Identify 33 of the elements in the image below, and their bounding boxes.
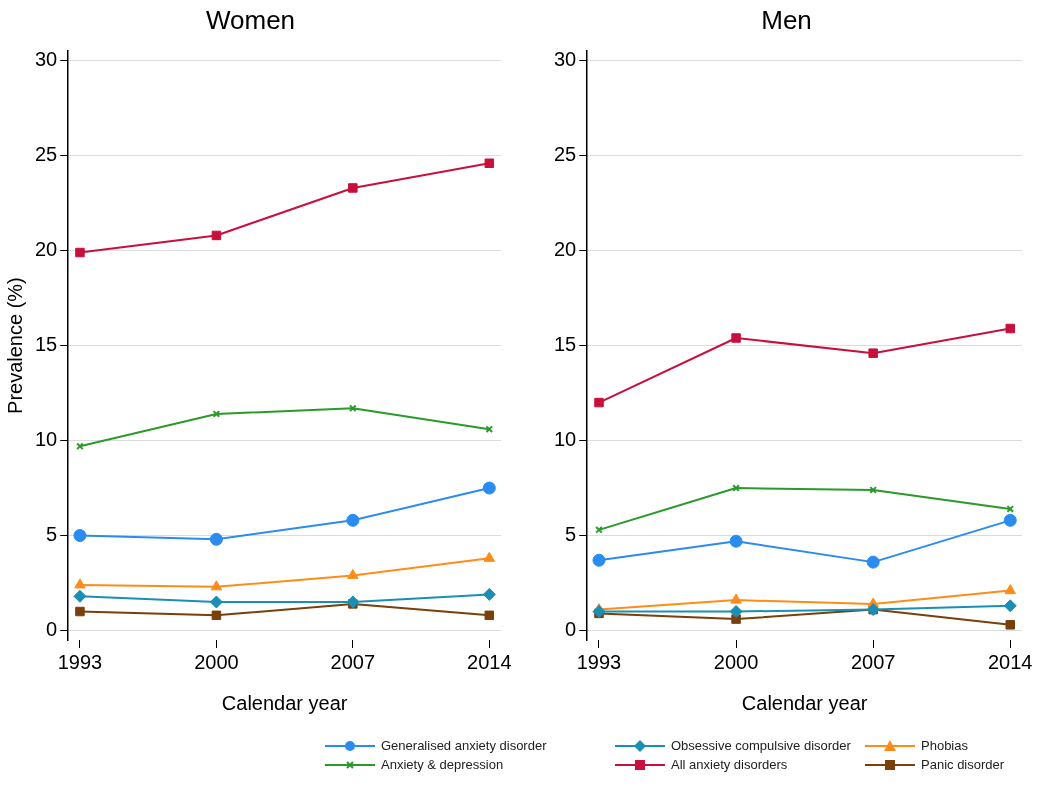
y-tick-label: 30 — [554, 48, 577, 71]
x-axis-title: Calendar year — [741, 691, 868, 714]
y-tick-label: 25 — [554, 143, 577, 166]
y-tick-label: 10 — [554, 428, 577, 451]
x-axis-title: Calendar year — [221, 691, 348, 714]
legend-label: Anxiety & depression — [381, 757, 504, 772]
legend-label: Panic disorder — [921, 757, 1005, 772]
x-tick-label: 2014 — [988, 650, 1033, 673]
y-tick-label: 15 — [554, 333, 577, 356]
legend-label: All anxiety disorders — [671, 757, 788, 772]
x-tick-label: 1993 — [57, 650, 103, 673]
y-axis-title: Prevalence (%) — [3, 277, 26, 414]
x-tick-label: 2014 — [467, 650, 512, 673]
x-tick-label: 2000 — [194, 650, 239, 673]
legend-label: Generalised anxiety disorder — [381, 738, 547, 753]
y-tick-label: 5 — [565, 523, 577, 546]
legend-label: Obsessive compulsive disorder — [671, 738, 851, 753]
y-tick-label: 20 — [35, 238, 58, 261]
y-tick-label: 20 — [554, 238, 577, 261]
y-tick-label: 15 — [35, 333, 58, 356]
y-tick-label: 30 — [35, 48, 58, 71]
y-tick-label: 5 — [46, 523, 58, 546]
y-tick-label: 25 — [35, 143, 58, 166]
y-tick-label: 0 — [565, 618, 577, 641]
x-tick-label: 2000 — [713, 650, 759, 673]
y-tick-label: 10 — [35, 428, 58, 451]
x-tick-label: 2007 — [330, 650, 376, 673]
x-tick-label: 1993 — [576, 650, 622, 673]
y-tick-label: 0 — [46, 618, 58, 641]
chart-title: Women — [205, 4, 296, 35]
x-tick-label: 2007 — [850, 650, 896, 673]
legend-label: Phobias — [921, 738, 968, 753]
chart-title: Men — [761, 4, 812, 35]
